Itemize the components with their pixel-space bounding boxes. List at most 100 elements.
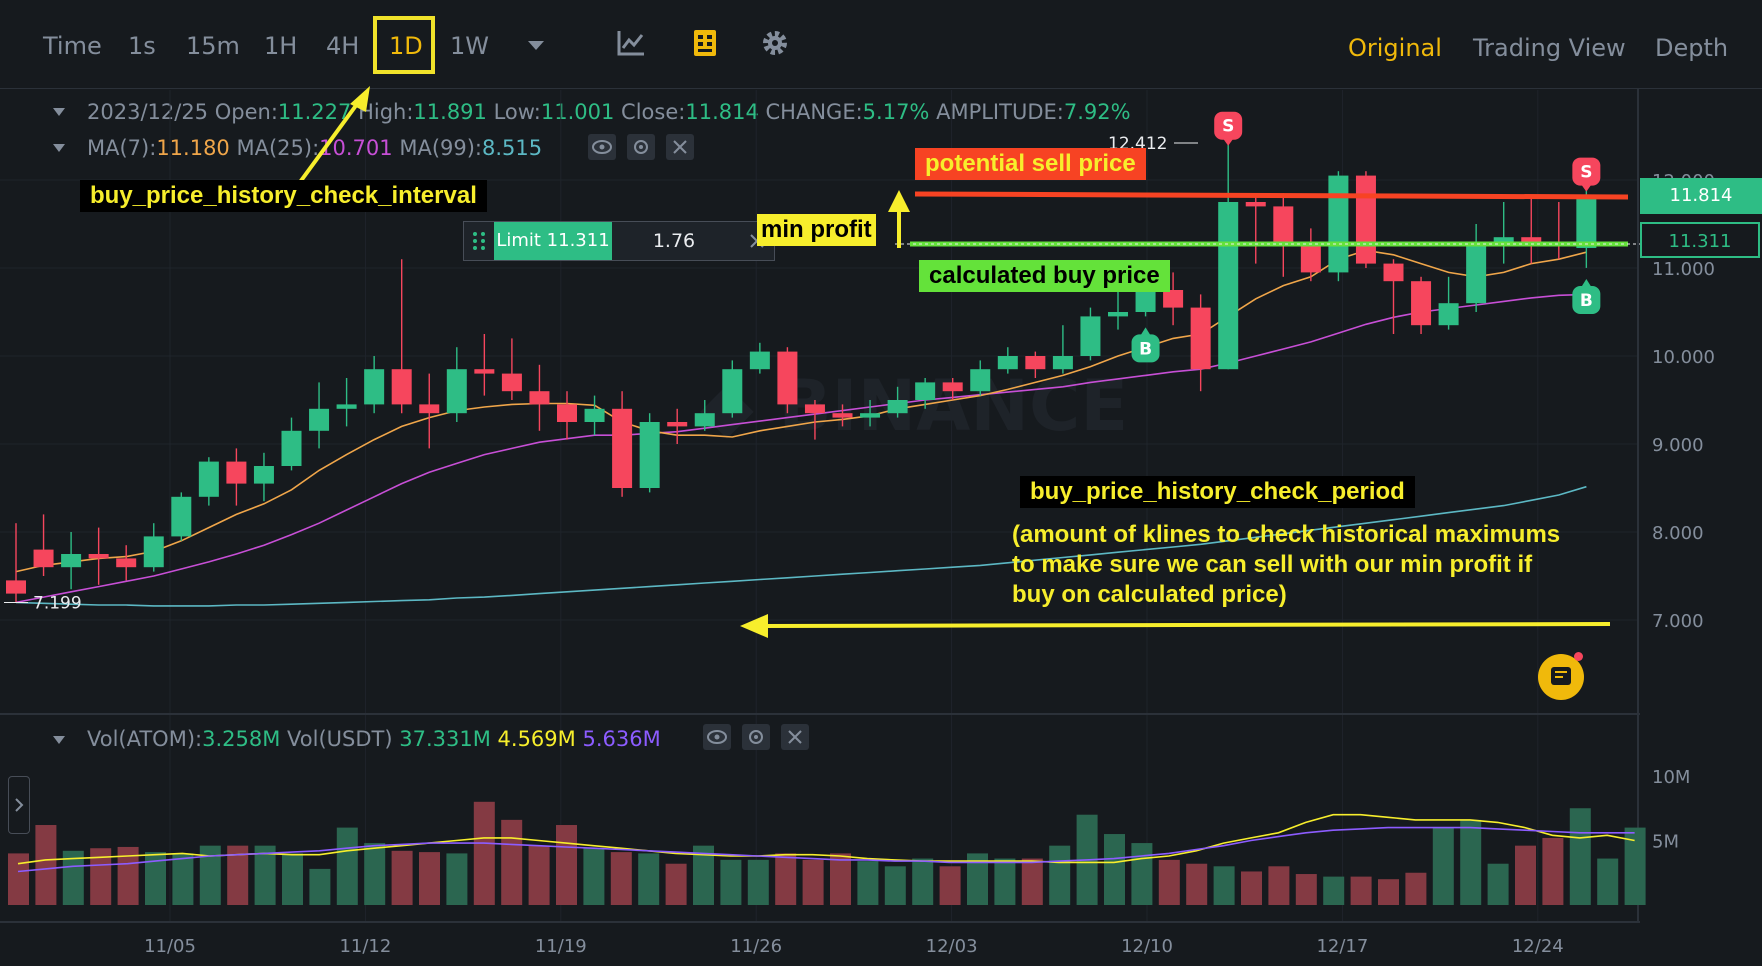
interval-15m[interactable]: 15m [186, 32, 240, 60]
volume-bar [1405, 872, 1427, 905]
amplitude-value: 7.92% [1063, 100, 1131, 124]
ma-close-icon[interactable] [666, 134, 694, 160]
vol-settings-icon[interactable] [742, 724, 770, 750]
volume-bar [1268, 866, 1290, 905]
volume-bar [1487, 863, 1509, 905]
vol-eye-icon[interactable] [703, 724, 731, 750]
annotation-min-profit: min profit [757, 214, 876, 246]
open-label: Open: [214, 100, 278, 124]
change-value: 5.17% [862, 100, 930, 124]
ma25-label: MA(25): [236, 136, 320, 160]
candle-body [1328, 175, 1349, 273]
candle-body [529, 391, 550, 405]
candle-body [997, 356, 1018, 370]
interval-4h[interactable]: 4H [326, 32, 360, 60]
candle-body [1411, 281, 1432, 326]
candle-body [832, 413, 853, 418]
settings-gear-icon[interactable] [760, 28, 790, 58]
candle-body [970, 369, 991, 392]
vol-tick-label: 10M [1652, 767, 1690, 788]
volume-bar [802, 859, 824, 905]
x-tick-label: 12/10 [1121, 936, 1173, 957]
volume-bar [336, 827, 358, 905]
sell-marker-pointer [1223, 138, 1234, 146]
drawing-tools-icon[interactable] [690, 28, 720, 58]
drag-handle-icon[interactable] [470, 230, 488, 252]
vol-close-icon[interactable] [781, 724, 809, 750]
candle-body [33, 549, 54, 568]
collapse-info-icon[interactable] [53, 108, 65, 116]
candle-body [584, 408, 605, 422]
limit-quantity[interactable]: 1.76 [652, 230, 696, 252]
candle-body [1245, 202, 1266, 207]
ma7-label: MA(7): [87, 136, 157, 160]
volume-bar [912, 858, 934, 905]
buy-marker-label: B [1580, 291, 1593, 311]
limit-order-widget[interactable]: Limit 11.311 1.76 [463, 221, 775, 261]
min-price-label: 7.199 [33, 593, 82, 613]
x-tick-label: 11/26 [730, 936, 782, 957]
sell-marker [1572, 157, 1601, 186]
volume-bar [1049, 845, 1071, 905]
vol-ma2-line [17, 826, 1635, 873]
candle-body [309, 408, 330, 431]
interval-highlight-box [373, 16, 435, 74]
amplitude-label: AMPLITUDE: [936, 100, 1064, 124]
candle-body [1300, 241, 1321, 273]
volume-bar [473, 801, 495, 905]
more-intervals-icon[interactable] [524, 36, 548, 54]
close-value: 11.814 [685, 100, 759, 124]
volume-bar [830, 853, 851, 905]
volume-bar [172, 853, 194, 905]
volume-bar [1295, 874, 1317, 905]
x-tick-label: 12/24 [1512, 936, 1564, 957]
annotation-period: buy_price_history_check_period [1020, 476, 1415, 508]
sell-marker-pointer [1581, 184, 1592, 192]
volume-bar [145, 852, 166, 905]
volume-bar [1569, 808, 1591, 905]
interval-1s[interactable]: 1s [128, 32, 156, 60]
chat-fab-button[interactable] [1538, 654, 1584, 700]
volume-bar [1515, 845, 1536, 905]
view-tradingview-tab[interactable]: Trading View [1473, 34, 1626, 62]
ma99-line [15, 485, 1587, 607]
y-tick-label: 8.000 [1652, 523, 1704, 544]
change-label: CHANGE: [765, 100, 863, 124]
limit-price-label[interactable]: Limit 11.311 [494, 222, 612, 260]
interval-time[interactable]: Time [43, 32, 102, 60]
volume-bar [528, 845, 550, 905]
sell-marker [1214, 111, 1243, 140]
collapse-volume-icon[interactable] [53, 736, 65, 744]
ma-eye-icon[interactable] [588, 134, 616, 160]
candle-body [860, 413, 881, 418]
axes: 12.00011.00010.0009.0008.0007.00011/0511… [4, 134, 1715, 957]
interval-1w[interactable]: 1W [450, 32, 489, 60]
view-depth-tab[interactable]: Depth [1655, 34, 1729, 62]
expand-panel-handle[interactable] [8, 776, 30, 834]
volume-bar [1158, 859, 1180, 905]
candle-body [639, 422, 660, 488]
vol-atom-label: Vol(ATOM): [87, 727, 203, 751]
annotation-buy-price: calculated buy price [919, 260, 1170, 292]
candle-body [1080, 316, 1101, 356]
interval-1d[interactable]: 1D [389, 32, 423, 60]
interval-arrow-head [350, 86, 370, 112]
candle-body [1521, 237, 1542, 242]
ma7-line [15, 249, 1587, 573]
volume-bar [1213, 866, 1235, 905]
candle-body [1273, 206, 1294, 242]
volume-bar [775, 853, 797, 905]
candle-body [6, 580, 26, 594]
ma-settings-icon[interactable] [627, 134, 655, 160]
volume-bar [227, 845, 249, 905]
sell-marker-label: S [1222, 117, 1234, 137]
volume-bar [62, 850, 84, 905]
interval-1h[interactable]: 1H [264, 32, 298, 60]
indicators-icon[interactable] [616, 28, 646, 58]
candle-body [501, 373, 522, 392]
notification-dot [1574, 652, 1583, 661]
collapse-ma-icon[interactable] [53, 144, 65, 152]
view-original-tab[interactable]: Original [1348, 34, 1442, 62]
sell-marker-label: S [1580, 163, 1592, 183]
